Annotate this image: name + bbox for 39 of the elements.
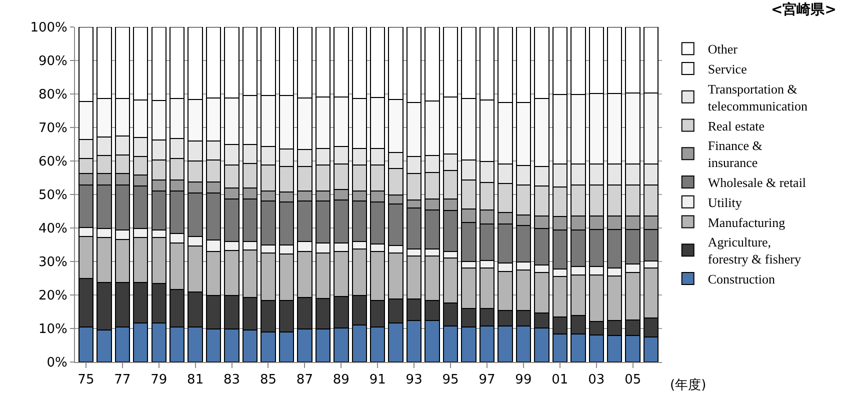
legend-label: Manufacturing <box>708 214 786 230</box>
x-tick-label: 03 <box>588 372 605 388</box>
y-tick-label: 60% <box>38 154 68 170</box>
legend-label: Agriculture, forestry & fishery <box>708 234 802 267</box>
y-tick-label: 20% <box>38 288 68 304</box>
legend-label: Other <box>708 42 738 57</box>
y-tick-label: 10% <box>38 322 68 338</box>
y-tick-label: 70% <box>38 121 68 136</box>
x-axis-title: (年度) <box>670 377 706 393</box>
x-tick-label: 77 <box>114 372 131 388</box>
x-tick-label: 95 <box>442 372 459 388</box>
x-tick-label: 87 <box>296 372 313 388</box>
x-tick-label: 93 <box>406 372 422 388</box>
legend-label: Wholesale & retail <box>708 175 806 190</box>
legend-label: Finance & insurance <box>708 138 762 170</box>
legend-label: Service <box>708 62 748 77</box>
text: <宮崎県> <box>771 1 836 18</box>
x-tick-label: 91 <box>369 372 386 388</box>
x-tick-label: 89 <box>332 372 350 388</box>
x-tick-label: 83 <box>224 372 240 388</box>
x-tick-label: 79 <box>150 372 168 388</box>
legend-label: Construction <box>708 272 776 287</box>
x-tick-label: 99 <box>515 372 532 388</box>
y-tick-label: 30% <box>38 255 68 270</box>
x-tick-label: 85 <box>260 372 277 388</box>
legend-label: Transportation & telecommunication <box>708 82 808 114</box>
x-tick-label: 97 <box>478 372 496 388</box>
y-tick-label: 40% <box>38 222 68 237</box>
legend-label: Utility <box>708 194 742 210</box>
y-tick-label: 0% <box>46 356 68 371</box>
x-tick-label: 81 <box>187 372 204 388</box>
y-tick-label: 100% <box>30 20 68 36</box>
y-tick-label: 90% <box>38 54 68 70</box>
y-tick-label: 80% <box>38 88 68 103</box>
x-tick-label: 05 <box>624 372 642 388</box>
legend-label: Real estate <box>708 118 765 134</box>
x-tick-label: 75 <box>78 372 94 388</box>
x-tick-label: 01 <box>552 372 568 388</box>
y-tick-label: 50% <box>38 188 68 204</box>
